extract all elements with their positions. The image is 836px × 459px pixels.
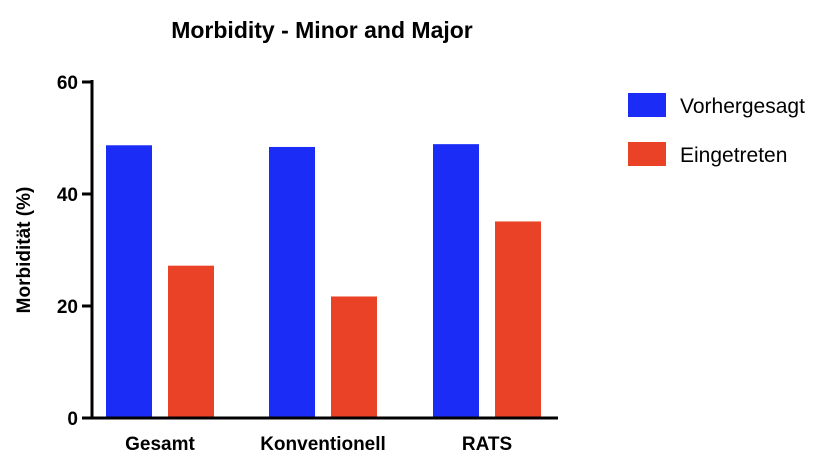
x-category-label: Konventionell — [260, 434, 386, 455]
y-tick-label: 40 — [57, 185, 78, 206]
legend: Vorhergesagt Eingetreten — [628, 93, 805, 167]
category-labels: Gesamt Konventionell RATS — [125, 434, 512, 455]
y-tick-label: 0 — [67, 409, 78, 430]
bar-eingetreten-gesamt — [168, 265, 214, 418]
bar-vorhergesagt-rats — [433, 144, 479, 418]
y-tick-label: 20 — [57, 297, 78, 318]
bar-eingetreten-konventionell — [331, 296, 377, 418]
chart-title: Morbidity - Minor and Major — [171, 17, 473, 43]
bars — [106, 144, 541, 418]
x-category-label: RATS — [462, 434, 512, 455]
legend-label: Vorhergesagt — [680, 95, 805, 118]
y-axis-label: Morbidität (%) — [14, 187, 35, 314]
legend-label: Eingetreten — [680, 144, 787, 167]
y-axis-ticks: 0 20 40 60 — [57, 73, 92, 430]
bar-eingetreten-rats — [495, 221, 541, 418]
bar-vorhergesagt-gesamt — [106, 145, 152, 418]
bar-vorhergesagt-konventionell — [269, 146, 315, 418]
legend-swatch — [628, 142, 666, 166]
y-tick-label: 60 — [57, 73, 78, 94]
x-category-label: Gesamt — [125, 434, 195, 455]
legend-swatch — [628, 93, 666, 117]
